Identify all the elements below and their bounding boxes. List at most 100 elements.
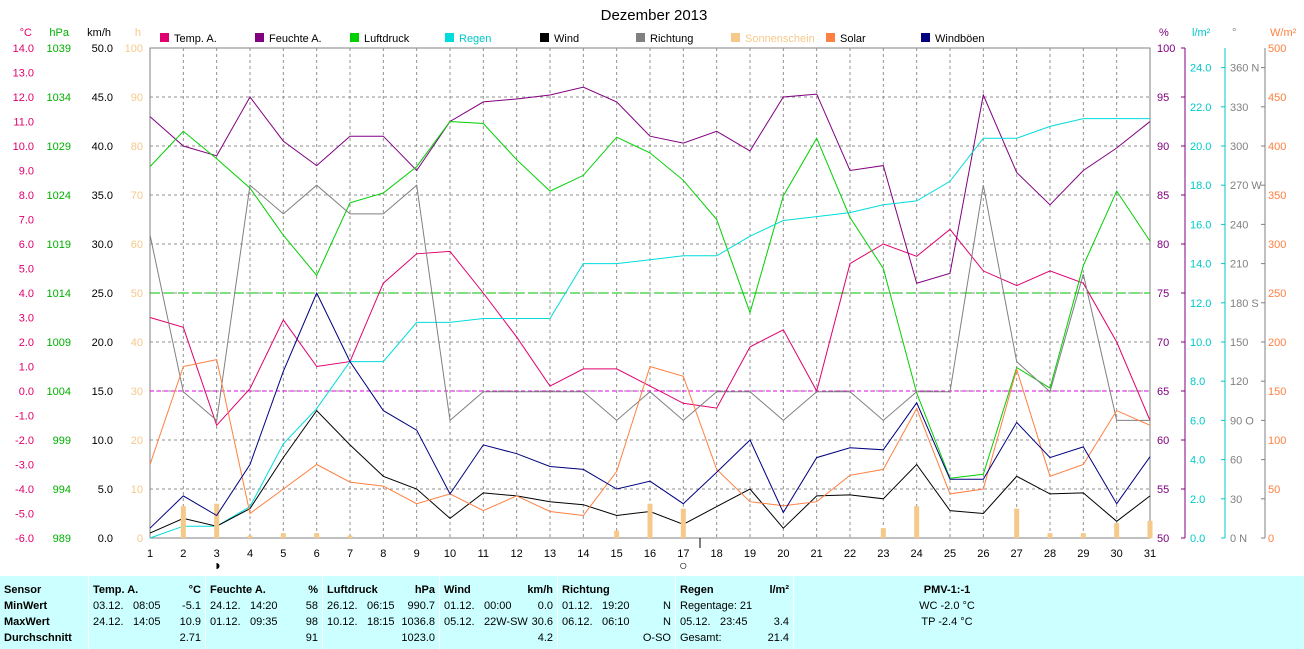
stats-press-max-val: 1036.8: [401, 616, 435, 628]
axis-unit-solar: W/m²: [1270, 27, 1297, 39]
y-tick-label-humidity: 60: [1157, 435, 1169, 447]
legend-swatch-6: [731, 33, 740, 42]
y-tick-label-sun: 40: [131, 337, 143, 349]
y-tick-label-temp: 11.0: [13, 117, 34, 129]
stats-temp-max-val: 10.9: [179, 616, 201, 628]
stats-press-avg: 1023.0: [401, 632, 435, 644]
series-line-windb-en: [149, 291, 1151, 529]
stats-rain-max-date: 05.12.: [680, 616, 711, 628]
x-tick-label: 2: [180, 548, 186, 560]
y-tick-label-solar: 300: [1268, 239, 1286, 251]
y-tick-label-direction: 330: [1230, 102, 1248, 114]
stats-pmv-header: PMV-1:-1: [923, 584, 971, 596]
stats-col-rain: Regen l/m² Regentage: 21 05.12. 23:45 3.4 G…: [676, 576, 794, 649]
y-tick-label-rain: 4.0: [1190, 455, 1205, 467]
y-tick-label-sun: 80: [131, 141, 143, 153]
stats-col-pmv: PMV-1:-1 WC -2.0 °C TP -2.4 °C: [794, 576, 1100, 649]
legend-swatch-8: [921, 33, 930, 42]
stats-wind-min-date: 01.12.: [444, 600, 475, 612]
stats-wind-unit: km/h: [527, 584, 553, 596]
y-tick-label-humidity: 95: [1157, 92, 1169, 104]
x-tick-label: 1: [147, 548, 153, 560]
x-tick-label: 9: [414, 548, 420, 560]
stats-dir-header: Richtung: [562, 584, 610, 596]
sunshine-bar: [314, 533, 320, 538]
legend-label-8: Windböen: [935, 33, 985, 45]
y-tick-label-pressure: 1039: [47, 43, 71, 55]
legend-swatch-4: [540, 33, 549, 42]
stats-dir-avg: O-SO: [642, 632, 671, 644]
y-tick-label-pressure: 999: [53, 435, 71, 447]
y-tick-label-rain: 18.0: [1190, 180, 1211, 192]
statistics-panel: Sensor MinWert MaxWert Durchschnitt Temp…: [0, 576, 1304, 649]
x-tick-label: 8: [380, 548, 386, 560]
axis-unit-sun: h: [135, 27, 141, 39]
stats-rain-total: 21.4: [767, 632, 789, 644]
x-tick-label: 6: [314, 548, 320, 560]
stats-press-min-val: 990.7: [407, 600, 435, 612]
x-tick-label: 16: [644, 548, 656, 560]
y-tick-label-temp: -3.0: [15, 460, 34, 472]
x-tick-label: 7: [347, 548, 353, 560]
stats-press-min-date: 26.12.: [327, 600, 358, 612]
y-tick-label-wind: 35.0: [92, 190, 113, 202]
y-tick-label-direction: 270 W: [1230, 180, 1262, 192]
y-tick-label-temp: 1.0: [19, 362, 34, 374]
stats-hum-max-time: 09:35: [250, 616, 278, 628]
x-tick-label: 29: [1077, 548, 1089, 560]
stats-wind-max-time: 22W-SW: [484, 616, 528, 628]
stats-rain-days: Regentage: 21: [680, 600, 753, 612]
y-tick-label-solar: 100: [1268, 435, 1286, 447]
stats-dir-max-val: N: [663, 616, 671, 628]
x-tick-label: 12: [511, 548, 523, 560]
x-tick-label: 11: [478, 548, 489, 560]
y-tick-label-rain: 22.0: [1190, 102, 1211, 114]
sunshine-bar: [1147, 520, 1153, 538]
y-tick-label-temp: -4.0: [15, 484, 34, 496]
x-tick-label: 15: [611, 548, 623, 560]
y-tick-label-solar: 250: [1268, 288, 1286, 300]
moon-phase-icon: ○: [679, 557, 687, 573]
y-tick-label-temp: 2.0: [19, 337, 34, 349]
y-tick-label-sun: 20: [131, 435, 143, 447]
stats-pmv-tp: TP -2.4 °C: [921, 616, 973, 628]
y-tick-label-wind: 15.0: [92, 386, 113, 398]
x-tick-label: 18: [711, 548, 723, 560]
y-tick-label-temp: 4.0: [19, 288, 34, 300]
x-tick-label: 21: [811, 548, 823, 560]
sunshine-bar: [280, 533, 286, 538]
y-tick-label-solar: 150: [1268, 386, 1286, 398]
axis-unit-temp: °C: [20, 27, 32, 39]
stats-temp-min-time: 08:05: [133, 600, 161, 612]
y-tick-label-temp: 7.0: [19, 215, 34, 227]
y-tick-label-direction: 180 S: [1230, 298, 1259, 310]
x-tick-label: 13: [544, 548, 556, 560]
x-tick-label: 30: [1111, 548, 1123, 560]
y-tick-label-humidity: 90: [1157, 141, 1169, 153]
y-tick-label-solar: 350: [1268, 190, 1286, 202]
y-tick-label-direction: 240: [1230, 219, 1248, 231]
stats-rain-max-val: 3.4: [773, 616, 789, 628]
x-tick-label: 31: [1144, 548, 1156, 560]
axis-unit-humidity: %: [1159, 27, 1169, 39]
y-tick-label-wind: 20.0: [92, 337, 113, 349]
sunshine-bar: [680, 508, 686, 538]
series-line-solar: [149, 359, 1151, 517]
stats-wind-max-date: 05.12.: [444, 616, 475, 628]
y-tick-label-direction: 360 N: [1230, 63, 1259, 75]
stats-press-min-time: 06:15: [367, 600, 395, 612]
y-tick-label-rain: 16.0: [1190, 219, 1211, 231]
chart-axes: 1 2 3 4 5 6 7 8 9 10 11 12 13 14 15 16 17 18 19 20 21 22 23 24 2…: [13, 27, 1297, 573]
legend-swatch-3: [445, 33, 454, 42]
y-tick-label-pressure: 994: [53, 484, 71, 496]
stats-col-temp: Temp. A. °C 03.12. 08:05 -5.1 24.12. 14:05 10…: [89, 576, 206, 649]
sunshine-bar: [247, 535, 253, 538]
chart-title: Dezember 2013: [601, 7, 708, 24]
sunshine-bar: [1114, 523, 1120, 538]
y-tick-label-direction: 90 O: [1230, 415, 1254, 427]
stats-press-unit: hPa: [414, 584, 435, 596]
legend-label-3: Regen: [459, 33, 491, 45]
stats-temp-avg: 2.71: [179, 632, 201, 644]
stats-col-direction: Richtung 01.12. 19:20 N 06.12. 06:10 N O-SO: [558, 576, 676, 649]
legend-label-4: Wind: [554, 33, 579, 45]
